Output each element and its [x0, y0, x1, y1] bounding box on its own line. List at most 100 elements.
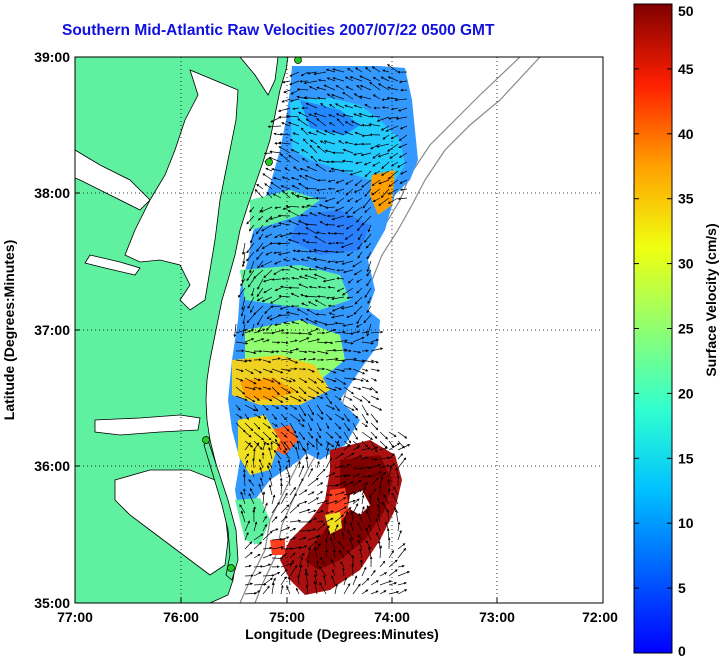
velocity-vector — [305, 118, 318, 127]
velocity-vector — [298, 508, 311, 514]
velocity-vector — [352, 206, 363, 214]
velocity-vector — [352, 575, 358, 586]
velocity-vector — [280, 413, 287, 421]
velocity-vector — [336, 287, 345, 292]
velocity-vector — [361, 486, 367, 496]
velocity-vector — [235, 395, 248, 401]
velocity-vector — [313, 112, 327, 118]
velocity-vector — [283, 321, 291, 325]
velocity-vector — [385, 125, 399, 132]
velocity-vector — [343, 357, 358, 361]
velocity-vector — [280, 431, 288, 438]
velocity-vector — [345, 224, 354, 230]
velocity-vector — [250, 233, 255, 244]
velocity-vector — [274, 233, 282, 238]
velocity-vector — [352, 413, 359, 419]
velocity-vector — [357, 242, 363, 250]
colorbar-tick-label: 45 — [678, 61, 694, 77]
velocity-vector — [365, 66, 372, 73]
velocity-vector — [244, 359, 253, 362]
velocity-vector — [309, 144, 318, 154]
velocity-vector — [289, 395, 302, 402]
velocity-vector — [381, 161, 390, 169]
velocity-vector — [287, 238, 300, 244]
velocity-vector — [298, 337, 310, 343]
velocity-vector — [324, 323, 336, 327]
velocity-vector — [331, 305, 345, 312]
velocity-vector — [289, 504, 300, 514]
velocity-vector — [356, 287, 363, 294]
velocity-vector — [316, 295, 327, 298]
velocity-vector — [248, 479, 255, 487]
velocity-vector — [316, 118, 327, 127]
velocity-vector — [260, 206, 273, 213]
velocity-vector — [298, 465, 305, 478]
velocity-vector — [264, 183, 273, 190]
velocity-vector — [308, 113, 318, 118]
velocity-vector — [268, 156, 282, 163]
velocity-vector — [242, 251, 246, 265]
velocity-vector — [397, 589, 408, 595]
velocity-vector — [316, 520, 324, 523]
velocity-vector — [316, 377, 324, 383]
velocity-vector — [295, 587, 300, 595]
velocity-vector — [334, 260, 345, 264]
velocity-vector — [352, 467, 363, 470]
velocity-vector — [271, 404, 280, 409]
velocity-vector — [352, 440, 361, 447]
velocity-vector — [307, 517, 318, 523]
velocity-vector — [280, 526, 291, 532]
velocity-vector — [325, 68, 336, 73]
velocity-vector — [361, 368, 369, 372]
velocity-vector — [243, 488, 246, 496]
velocity-vector — [274, 260, 282, 265]
velocity-vector — [361, 482, 369, 487]
velocity-vector — [244, 338, 255, 343]
velocity-vector — [281, 189, 291, 199]
velocity-vector — [326, 296, 336, 300]
velocity-vector — [361, 447, 371, 451]
velocity-vector — [244, 377, 257, 385]
velocity-vector — [292, 107, 300, 110]
velocity-vector — [368, 494, 372, 505]
velocity-vector — [332, 68, 345, 73]
velocity-vector — [283, 89, 291, 93]
velocity-vector — [271, 537, 283, 541]
velocity-vector — [308, 285, 318, 289]
velocity-vector — [293, 166, 300, 172]
velocity-vector — [357, 522, 363, 532]
velocity-vector — [325, 206, 336, 210]
velocity-vector — [387, 197, 399, 204]
velocity-vector — [334, 413, 345, 421]
velocity-vector — [353, 152, 363, 156]
velocity-vector — [298, 357, 307, 361]
velocity-vector — [326, 77, 336, 82]
velocity-vector — [378, 197, 390, 206]
velocity-vector — [397, 547, 407, 559]
velocity-vector — [351, 563, 354, 577]
velocity-vector — [304, 294, 318, 298]
velocity-vector — [271, 494, 276, 505]
velocity-vector — [290, 149, 300, 154]
velocity-vector — [343, 422, 351, 432]
station-marker — [294, 57, 302, 64]
velocity-vector — [301, 158, 309, 163]
lon-tick-label: 77:00 — [57, 609, 93, 625]
velocity-vector — [383, 494, 390, 505]
velocity-vector — [304, 174, 318, 181]
velocity-vector — [343, 452, 355, 460]
velocity-vector — [289, 552, 296, 559]
velocity-vector — [388, 465, 393, 478]
velocity-vector — [345, 188, 354, 196]
velocity-vector — [287, 473, 291, 487]
velocity-vector — [300, 127, 309, 136]
velocity-vector — [302, 138, 309, 145]
velocity-vector — [350, 522, 354, 532]
velocity-vector — [252, 457, 255, 469]
velocity-vector — [379, 476, 384, 487]
velocity-vector — [352, 350, 362, 354]
velocity-vector — [272, 193, 282, 199]
velocity-vector — [289, 431, 299, 438]
colorbar-tick-label: 30 — [678, 256, 694, 272]
velocity-vector — [253, 404, 258, 412]
